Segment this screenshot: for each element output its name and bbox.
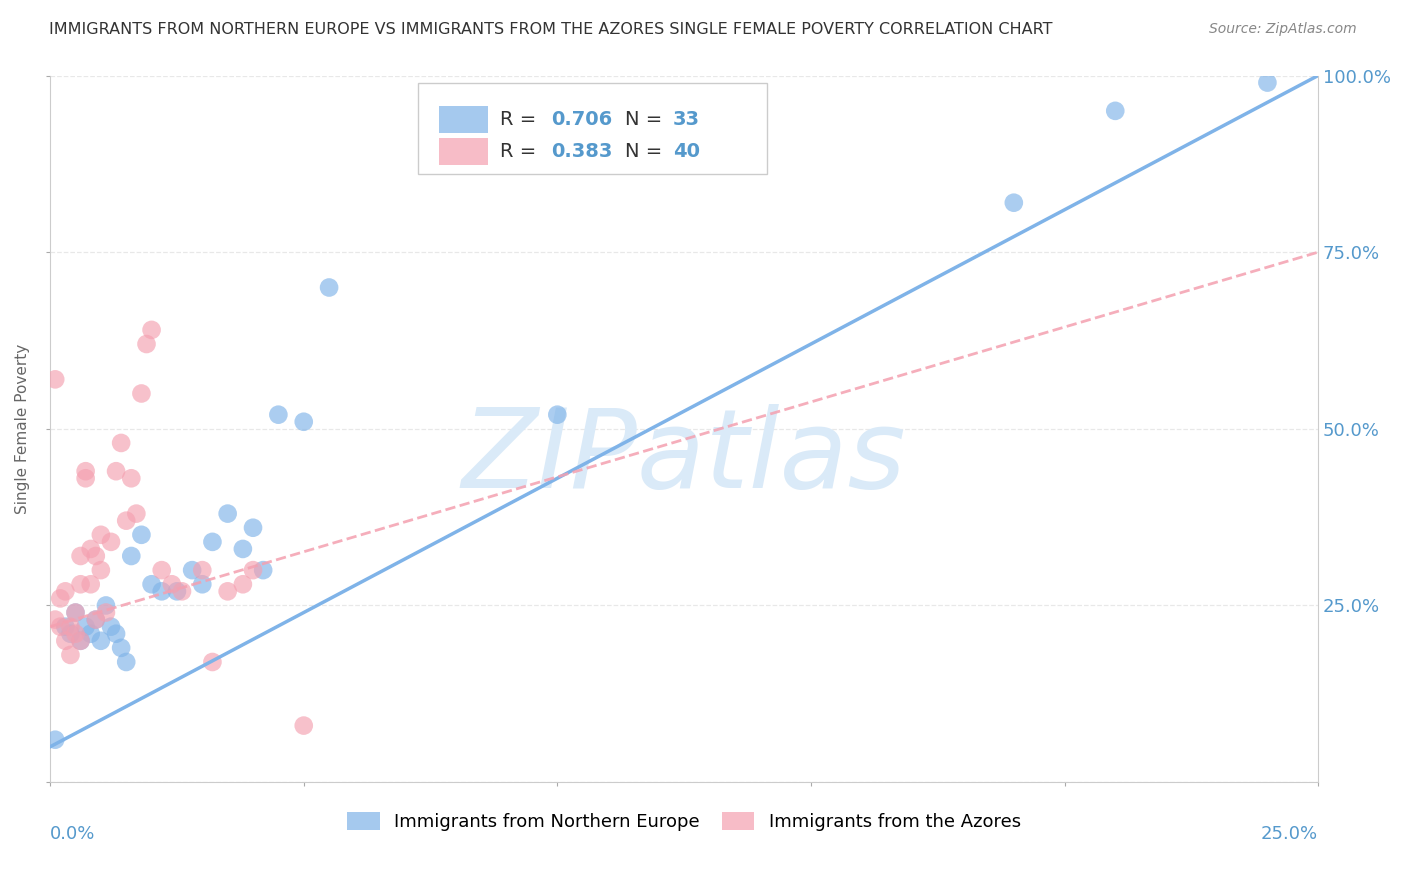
Point	[75, 464, 97, 478]
Point	[318, 280, 340, 294]
Point	[217, 584, 239, 599]
Point	[65, 606, 87, 620]
Point	[69, 633, 91, 648]
Point	[252, 563, 274, 577]
Text: IMMIGRANTS FROM NORTHERN EUROPE VS IMMIGRANTS FROM THE AZORES SINGLE FEMALE POVE: IMMIGRANTS FROM NORTHERN EUROPE VS IMMIG…	[49, 22, 1053, 37]
Point	[53, 633, 76, 648]
Point	[135, 337, 157, 351]
FancyBboxPatch shape	[440, 106, 488, 133]
Point	[105, 626, 128, 640]
Point	[1002, 195, 1025, 210]
Point	[59, 626, 82, 640]
Point	[242, 563, 264, 577]
Point	[44, 613, 66, 627]
Point	[90, 528, 112, 542]
Point	[53, 584, 76, 599]
Point	[65, 626, 87, 640]
Point	[84, 549, 107, 563]
Point	[160, 577, 183, 591]
Point	[232, 577, 254, 591]
Point	[141, 577, 163, 591]
Text: R =: R =	[501, 143, 537, 161]
Point	[75, 471, 97, 485]
Point	[53, 620, 76, 634]
Point	[75, 620, 97, 634]
Text: N =: N =	[624, 110, 662, 128]
Point	[217, 507, 239, 521]
Point	[84, 613, 107, 627]
Text: 0.706: 0.706	[551, 110, 612, 128]
Point	[267, 408, 290, 422]
Legend: Immigrants from Northern Europe, Immigrants from the Azores: Immigrants from Northern Europe, Immigra…	[339, 803, 1029, 840]
Point	[141, 323, 163, 337]
Point	[115, 514, 138, 528]
Point	[100, 620, 122, 634]
Point	[84, 613, 107, 627]
Point	[110, 436, 132, 450]
Point	[292, 415, 315, 429]
Point	[115, 655, 138, 669]
Text: 33: 33	[672, 110, 700, 128]
Point	[80, 577, 103, 591]
Text: Source: ZipAtlas.com: Source: ZipAtlas.com	[1209, 22, 1357, 37]
Text: 0.0%: 0.0%	[51, 824, 96, 843]
Point	[44, 732, 66, 747]
Point	[80, 626, 103, 640]
Y-axis label: Single Female Poverty: Single Female Poverty	[15, 343, 30, 514]
Point	[59, 620, 82, 634]
Point	[69, 549, 91, 563]
Point	[181, 563, 204, 577]
Text: ZIPatlas: ZIPatlas	[463, 403, 907, 510]
Point	[120, 471, 142, 485]
Point	[69, 577, 91, 591]
Point	[49, 591, 72, 606]
Point	[232, 541, 254, 556]
Point	[1104, 103, 1126, 118]
Point	[65, 606, 87, 620]
Point	[80, 541, 103, 556]
Point	[94, 606, 117, 620]
Point	[201, 534, 224, 549]
Point	[110, 640, 132, 655]
FancyBboxPatch shape	[440, 138, 488, 165]
Point	[191, 577, 214, 591]
Point	[150, 563, 173, 577]
Point	[44, 372, 66, 386]
Point	[105, 464, 128, 478]
Text: 25.0%: 25.0%	[1261, 824, 1319, 843]
Point	[201, 655, 224, 669]
Text: 40: 40	[672, 143, 700, 161]
Point	[120, 549, 142, 563]
Point	[100, 534, 122, 549]
FancyBboxPatch shape	[418, 83, 766, 175]
Point	[546, 408, 568, 422]
Point	[90, 563, 112, 577]
Point	[49, 620, 72, 634]
Point	[150, 584, 173, 599]
Point	[90, 633, 112, 648]
Point	[191, 563, 214, 577]
Point	[170, 584, 193, 599]
Point	[131, 528, 153, 542]
Point	[1256, 76, 1278, 90]
Text: N =: N =	[624, 143, 662, 161]
Point	[125, 507, 148, 521]
Point	[131, 386, 153, 401]
Text: R =: R =	[501, 110, 537, 128]
Point	[292, 718, 315, 732]
Point	[242, 521, 264, 535]
Text: 0.383: 0.383	[551, 143, 613, 161]
Point	[69, 633, 91, 648]
Point	[94, 599, 117, 613]
Point	[166, 584, 188, 599]
Point	[59, 648, 82, 662]
